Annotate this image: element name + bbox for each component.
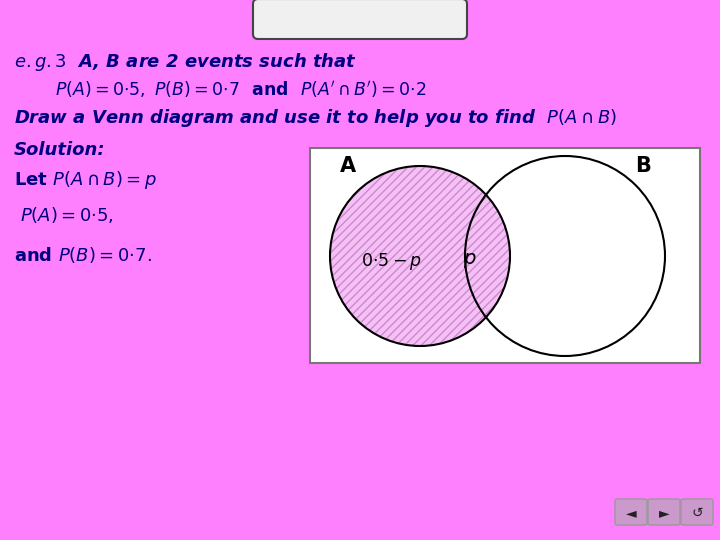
Text: $P(A)=0{\cdot}5,\ P(B)=0{\cdot}7$  and  $P(A^{\prime}\cap B^{\prime})=0{\cdot}2$: $P(A)=0{\cdot}5,\ P(B)=0{\cdot}7$ and $P… bbox=[55, 79, 427, 100]
FancyBboxPatch shape bbox=[253, 0, 467, 39]
FancyBboxPatch shape bbox=[681, 499, 713, 525]
Text: A: A bbox=[340, 156, 356, 176]
Text: Draw a Venn diagram and use it to help you to find  $P(A\cap B)$: Draw a Venn diagram and use it to help y… bbox=[14, 107, 617, 129]
FancyBboxPatch shape bbox=[648, 499, 680, 525]
Text: Venn Diagrams: Venn Diagrams bbox=[271, 11, 449, 31]
Bar bbox=[310, 148, 700, 363]
Text: $e.g.3$  A, B are 2 events such that: $e.g.3$ A, B are 2 events such that bbox=[14, 51, 357, 73]
Text: $p$: $p$ bbox=[463, 252, 477, 271]
FancyBboxPatch shape bbox=[615, 499, 647, 525]
Circle shape bbox=[330, 166, 510, 346]
Circle shape bbox=[465, 156, 665, 356]
Text: ◄: ◄ bbox=[626, 506, 636, 520]
Text: ↺: ↺ bbox=[691, 506, 703, 520]
Text: Let $P(A\cap B)=p$: Let $P(A\cap B)=p$ bbox=[14, 169, 157, 191]
Text: Solution:: Solution: bbox=[14, 141, 106, 159]
Text: B: B bbox=[635, 156, 651, 176]
Circle shape bbox=[330, 166, 510, 346]
Text: $0{\cdot}5-p$: $0{\cdot}5-p$ bbox=[361, 251, 423, 272]
Text: ►: ► bbox=[659, 506, 670, 520]
Text: and $P(B)=0{\cdot}7.$: and $P(B)=0{\cdot}7.$ bbox=[14, 245, 152, 265]
Text: $P(A)=0{\cdot}5,$: $P(A)=0{\cdot}5,$ bbox=[20, 205, 114, 225]
